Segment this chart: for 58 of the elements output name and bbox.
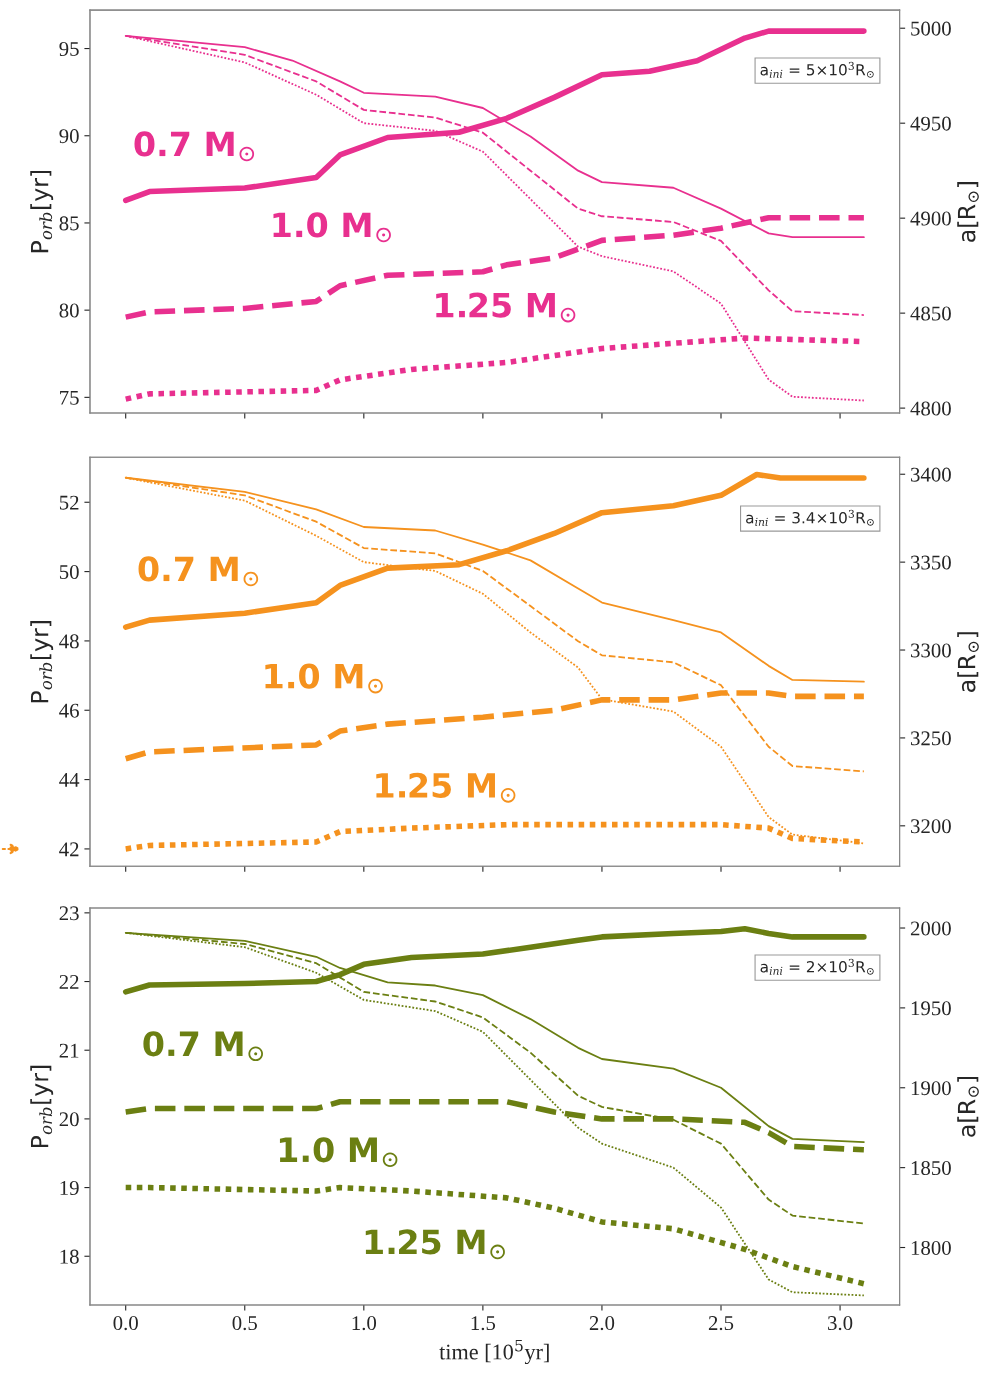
y-tick-label: 46 [59, 703, 79, 718]
annotation: 0.7 M$_{⊙}$ [138, 556, 259, 587]
y-tick-label: 23 [59, 906, 79, 921]
annotation: 1.25 M$_{⊙}$ [376, 772, 516, 803]
annotation: a$_{ini}$ = 2×10$^{3}$R$_{⊙}$ [760, 958, 874, 975]
annotation: 1.25 M$_{⊙}$ [365, 1229, 505, 1260]
y-tick-label: 20 [59, 1112, 79, 1127]
x-axis-title: time [10$^{5}$yr] [439, 1339, 549, 1365]
y-tick-label: 18 [60, 1249, 79, 1264]
y2-tick-label: 3250 [911, 731, 951, 746]
y-tick-label: 95 [59, 41, 79, 56]
y2-tick-label: 4800 [910, 401, 951, 416]
y-tick-label: 21 [59, 1043, 79, 1058]
y-axis-title: P$_{orb}$[yr] [30, 170, 54, 253]
y2-tick-label: 3400 [911, 467, 951, 482]
y2-axis-title: a[R$_{⊙}$] [957, 632, 979, 692]
y-tick-label: 85 [59, 216, 79, 231]
y-tick-label: 19 [60, 1181, 79, 1196]
annotation: 1.0 M$_{⊙}$ [273, 212, 391, 243]
y-tick-label: 42 [59, 842, 79, 857]
y-tick-label: 80 [59, 303, 79, 318]
y-axis-title: P$_{orb}$[yr] [30, 1065, 54, 1148]
annotation: 1.0 M$_{⊙}$ [265, 663, 383, 694]
annotation: a$_{ini}$ = 5×10$^{3}$R$_{⊙}$ [760, 61, 874, 78]
annotation: 1.0 M$_{⊙}$ [279, 1137, 398, 1168]
y-axis-title: P$_{orb}$[yr] [30, 621, 54, 703]
y2-tick-label: 1900 [911, 1081, 951, 1096]
annotation: 0.7 M$_{⊙}$ [143, 1031, 264, 1062]
x-tick-label: 0.0 [113, 1316, 138, 1331]
y2-tick-label: 4900 [910, 211, 951, 226]
y2-tick-label: 1850 [911, 1161, 951, 1176]
x-tick-label: 2.0 [589, 1316, 615, 1331]
y-tick-label: 50 [59, 564, 79, 580]
annotation: 0.7 M$_{⊙}$ [134, 131, 255, 162]
y2-tick-label: 4950 [910, 116, 951, 131]
y2-tick-label: 3200 [911, 819, 951, 834]
y2-tick-label: 4850 [910, 306, 951, 321]
x-tick-label: 2.5 [708, 1316, 734, 1331]
y-tick-label: 22 [59, 974, 79, 989]
x-tick-label: 0.5 [232, 1316, 257, 1331]
x-tick-label: 3.0 [828, 1316, 853, 1331]
y2-tick-label: 1950 [911, 1001, 951, 1016]
annotation: a$_{ini}$ = 3.4×10$^{3}$R$_{⊙}$ [746, 509, 874, 526]
y-tick-label: 90 [59, 129, 79, 144]
y2-tick-label: 3300 [911, 643, 951, 658]
y-tick-label: 44 [59, 773, 80, 787]
x-tick-label: 1.0 [352, 1316, 377, 1331]
y-tick-label: 52 [59, 495, 79, 510]
y-tick-label: 75 [60, 390, 79, 405]
x-tick-label: 1.5 [471, 1316, 496, 1331]
y2-tick-label: 5000 [911, 21, 951, 36]
y2-axis-title: a[R$_{⊙}$] [957, 1076, 979, 1137]
y2-axis-title: a[R$_{⊙}$] [957, 182, 979, 242]
y-tick-label: 48 [59, 634, 79, 649]
y2-tick-label: 1800 [911, 1240, 951, 1255]
annotation: 1.25 M$_{⊙}$ [436, 292, 576, 323]
y2-tick-label: 3350 [911, 555, 951, 570]
y2-tick-label: 2000 [910, 921, 951, 936]
